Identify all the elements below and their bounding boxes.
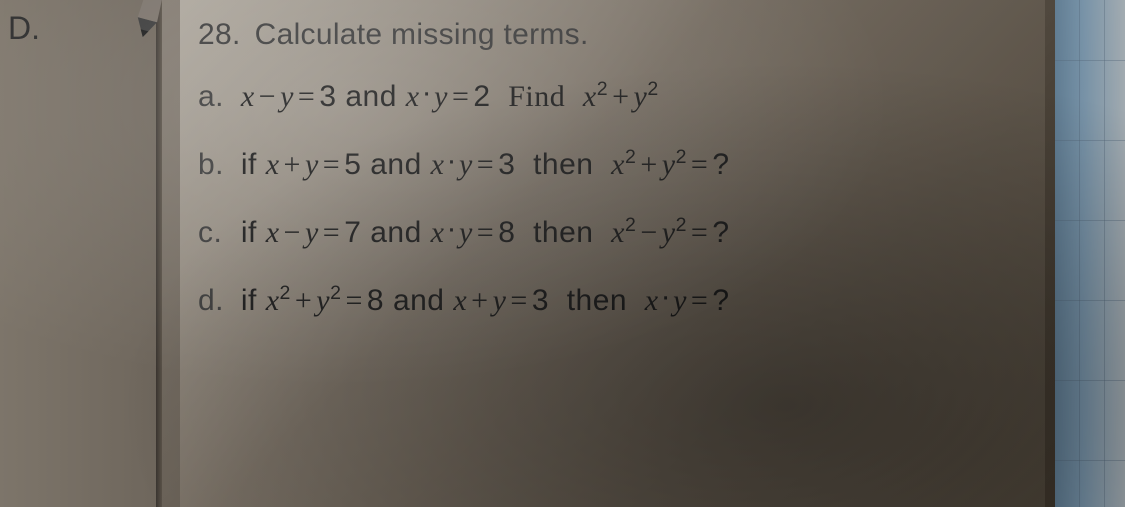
part-label: b. [198, 148, 232, 182]
book-spine [156, 0, 162, 507]
part-label: d. [198, 284, 232, 318]
part-label: a. [198, 80, 232, 114]
pre: if [241, 148, 257, 181]
part-d: d. if x2+y2=8 and x+y=3 then x·y=? [198, 284, 1035, 318]
verb: then [533, 148, 593, 181]
part-label: c. [198, 216, 232, 250]
page-left-margin: D. [0, 0, 160, 507]
question-prompt-line: 28. Calculate missing terms. [198, 18, 1035, 52]
part-a: a. x−y=3 and x·y=2 Find x2+y2 [198, 80, 1035, 114]
notebook-grid-edge [1055, 0, 1125, 507]
conj: and [370, 148, 422, 181]
question-content: 28. Calculate missing terms. a. x−y=3 an… [180, 0, 1045, 507]
conj: and [393, 284, 445, 317]
part-b: b. if x+y=5 and x·y=3 then x2+y2=? [198, 148, 1035, 182]
part-c: c. if x−y=7 and x·y=8 then x2−y2=? [198, 216, 1035, 250]
verb: Find [508, 80, 565, 113]
question-prompt: Calculate missing terms. [255, 18, 589, 51]
conj: and [345, 80, 397, 113]
verb: then [533, 216, 593, 249]
conj: and [370, 216, 422, 249]
question-number: 28. [198, 18, 246, 52]
pre: if [241, 216, 257, 249]
verb: then [567, 284, 627, 317]
pre: if [241, 284, 257, 317]
outer-question-label: D. [8, 10, 40, 47]
